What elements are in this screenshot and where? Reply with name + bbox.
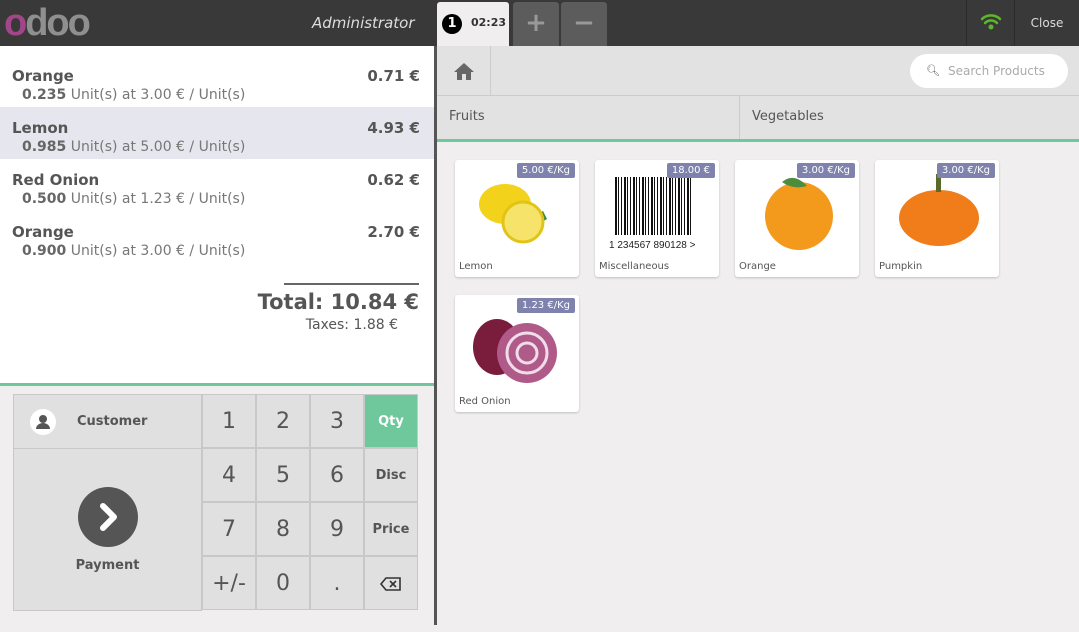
order-line[interactable]: Orange 2.70 € 0.900 Unit(s) at 3.00 € / … — [0, 211, 434, 263]
line-qty: 0.235 — [22, 87, 67, 103]
line-detail: 0.235 Unit(s) at 3.00 € / Unit(s) — [22, 87, 420, 103]
product-card[interactable]: 1 234567 890128 > 18.00 € Miscellaneous — [595, 160, 719, 277]
numpad-divider — [0, 383, 434, 386]
line-unit-info: Unit(s) at 3.00 € / Unit(s) — [70, 87, 246, 103]
numpad-key[interactable]: 9 — [310, 502, 364, 556]
numpad-key[interactable]: 3 — [310, 394, 364, 448]
mode-qty-button[interactable]: Qty — [364, 394, 418, 448]
order-line[interactable]: Orange 0.71 € 0.235 Unit(s) at 3.00 € / … — [0, 55, 434, 107]
product-price-tag: 18.00 € — [666, 163, 715, 178]
line-detail: 0.500 Unit(s) at 1.23 € / Unit(s) — [22, 191, 420, 207]
product-name: Miscellaneous — [599, 261, 670, 272]
line-detail: 0.900 Unit(s) at 3.00 € / Unit(s) — [22, 243, 420, 259]
numpad-key[interactable]: 2 — [256, 394, 310, 448]
product-card[interactable]: 3.00 €/Kg Pumpkin — [875, 160, 999, 277]
line-product-name: Orange — [12, 67, 74, 85]
order-tab-1[interactable]: 1 02:23 — [437, 2, 509, 46]
product-image — [887, 172, 987, 252]
category-vegetables[interactable]: Vegetables — [752, 109, 824, 124]
product-card[interactable]: 1.23 €/Kg Red Onion — [455, 295, 579, 412]
line-product-name: Red Onion — [12, 171, 100, 189]
backspace-button[interactable] — [364, 556, 418, 610]
payment-label: Payment — [75, 558, 140, 573]
line-product-name: Orange — [12, 223, 74, 241]
product-image — [467, 307, 567, 387]
order-number: 1 — [442, 14, 462, 34]
order-line[interactable]: Red Onion 0.62 € 0.500 Unit(s) at 1.23 €… — [0, 159, 434, 211]
numpad-key[interactable]: 8 — [256, 502, 310, 556]
product-price-tag: 3.00 €/Kg — [796, 163, 855, 178]
line-qty: 0.500 — [22, 191, 67, 207]
numpad-key[interactable]: 7 — [202, 502, 256, 556]
order-total: Total: 10.84 € — [257, 290, 419, 314]
product-name: Red Onion — [459, 396, 511, 407]
payment-button[interactable]: Payment — [13, 448, 202, 611]
search-icon: 🔍︎ — [926, 64, 940, 77]
order-taxes: Taxes: 1.88 € — [305, 317, 398, 333]
panel-divider — [434, 46, 437, 625]
product-card[interactable]: 3.00 €/Kg Orange — [735, 160, 859, 277]
product-price-tag: 3.00 €/Kg — [936, 163, 995, 178]
barcode-digits: 1 234567 890128 > — [609, 240, 696, 251]
line-unit-info: Unit(s) at 1.23 € / Unit(s) — [70, 191, 246, 207]
line-price: 0.71 € — [367, 67, 420, 85]
line-price: 4.93 € — [367, 119, 420, 137]
numpad-key[interactable]: . — [310, 556, 364, 610]
line-detail: 0.985 Unit(s) at 5.00 € / Unit(s) — [22, 139, 420, 155]
numpad-key[interactable]: 1 — [202, 394, 256, 448]
product-name: Lemon — [459, 261, 493, 272]
odoo-logo: odoo — [4, 2, 91, 44]
customer-label: Customer — [77, 414, 148, 429]
wifi-icon — [966, 0, 1014, 46]
user-name: Administrator — [312, 14, 415, 32]
order-line[interactable]: Lemon 4.93 € 0.985 Unit(s) at 5.00 € / U… — [0, 107, 434, 159]
category-bar: Fruits Vegetables — [437, 96, 1079, 139]
line-price: 2.70 € — [367, 223, 420, 241]
line-product-name: Lemon — [12, 119, 69, 137]
mode-price-button[interactable]: Price — [364, 502, 418, 556]
line-unit-info: Unit(s) at 3.00 € / Unit(s) — [70, 243, 246, 259]
line-qty: 0.900 — [22, 243, 67, 259]
product-image: 1 234567 890128 > — [607, 172, 707, 252]
product-name: Orange — [739, 261, 776, 272]
category-divider — [437, 139, 1079, 142]
line-price: 0.62 € — [367, 171, 420, 189]
user-icon — [30, 409, 56, 435]
numpad-key[interactable]: 0 — [256, 556, 310, 610]
search-input[interactable]: 🔍︎ Search Products — [910, 54, 1068, 88]
line-qty: 0.985 — [22, 139, 67, 155]
total-divider — [284, 283, 419, 285]
numpad-key[interactable]: +/- — [202, 556, 256, 610]
line-unit-info: Unit(s) at 5.00 € / Unit(s) — [70, 139, 246, 155]
chevron-right-icon — [78, 487, 138, 547]
product-image — [747, 172, 847, 252]
customer-button[interactable]: Customer — [13, 394, 202, 449]
numpad-key[interactable]: 6 — [310, 448, 364, 502]
product-name: Pumpkin — [879, 261, 923, 272]
top-bar: odoo Administrator 1 02:23 + − Close — [0, 0, 1079, 46]
product-card[interactable]: 5.00 €/Kg Lemon — [455, 160, 579, 277]
product-image — [467, 172, 567, 252]
products-header: 🔍︎ Search Products — [437, 46, 1079, 96]
order-panel: Orange 0.71 € 0.235 Unit(s) at 3.00 € / … — [0, 46, 434, 383]
backspace-icon — [379, 577, 401, 591]
search-placeholder: Search Products — [948, 64, 1045, 78]
home-button[interactable] — [437, 46, 491, 96]
mode-disc-button[interactable]: Disc — [364, 448, 418, 502]
product-price-tag: 5.00 €/Kg — [516, 163, 575, 178]
order-time: 02:23 — [471, 16, 507, 29]
home-icon — [453, 63, 474, 80]
remove-order-button[interactable]: − — [561, 2, 607, 46]
category-fruits[interactable]: Fruits — [437, 96, 740, 139]
close-button[interactable]: Close — [1014, 0, 1079, 46]
numpad-key[interactable]: 4 — [202, 448, 256, 502]
numpad-key[interactable]: 5 — [256, 448, 310, 502]
add-order-button[interactable]: + — [513, 2, 559, 46]
product-price-tag: 1.23 €/Kg — [516, 298, 575, 313]
